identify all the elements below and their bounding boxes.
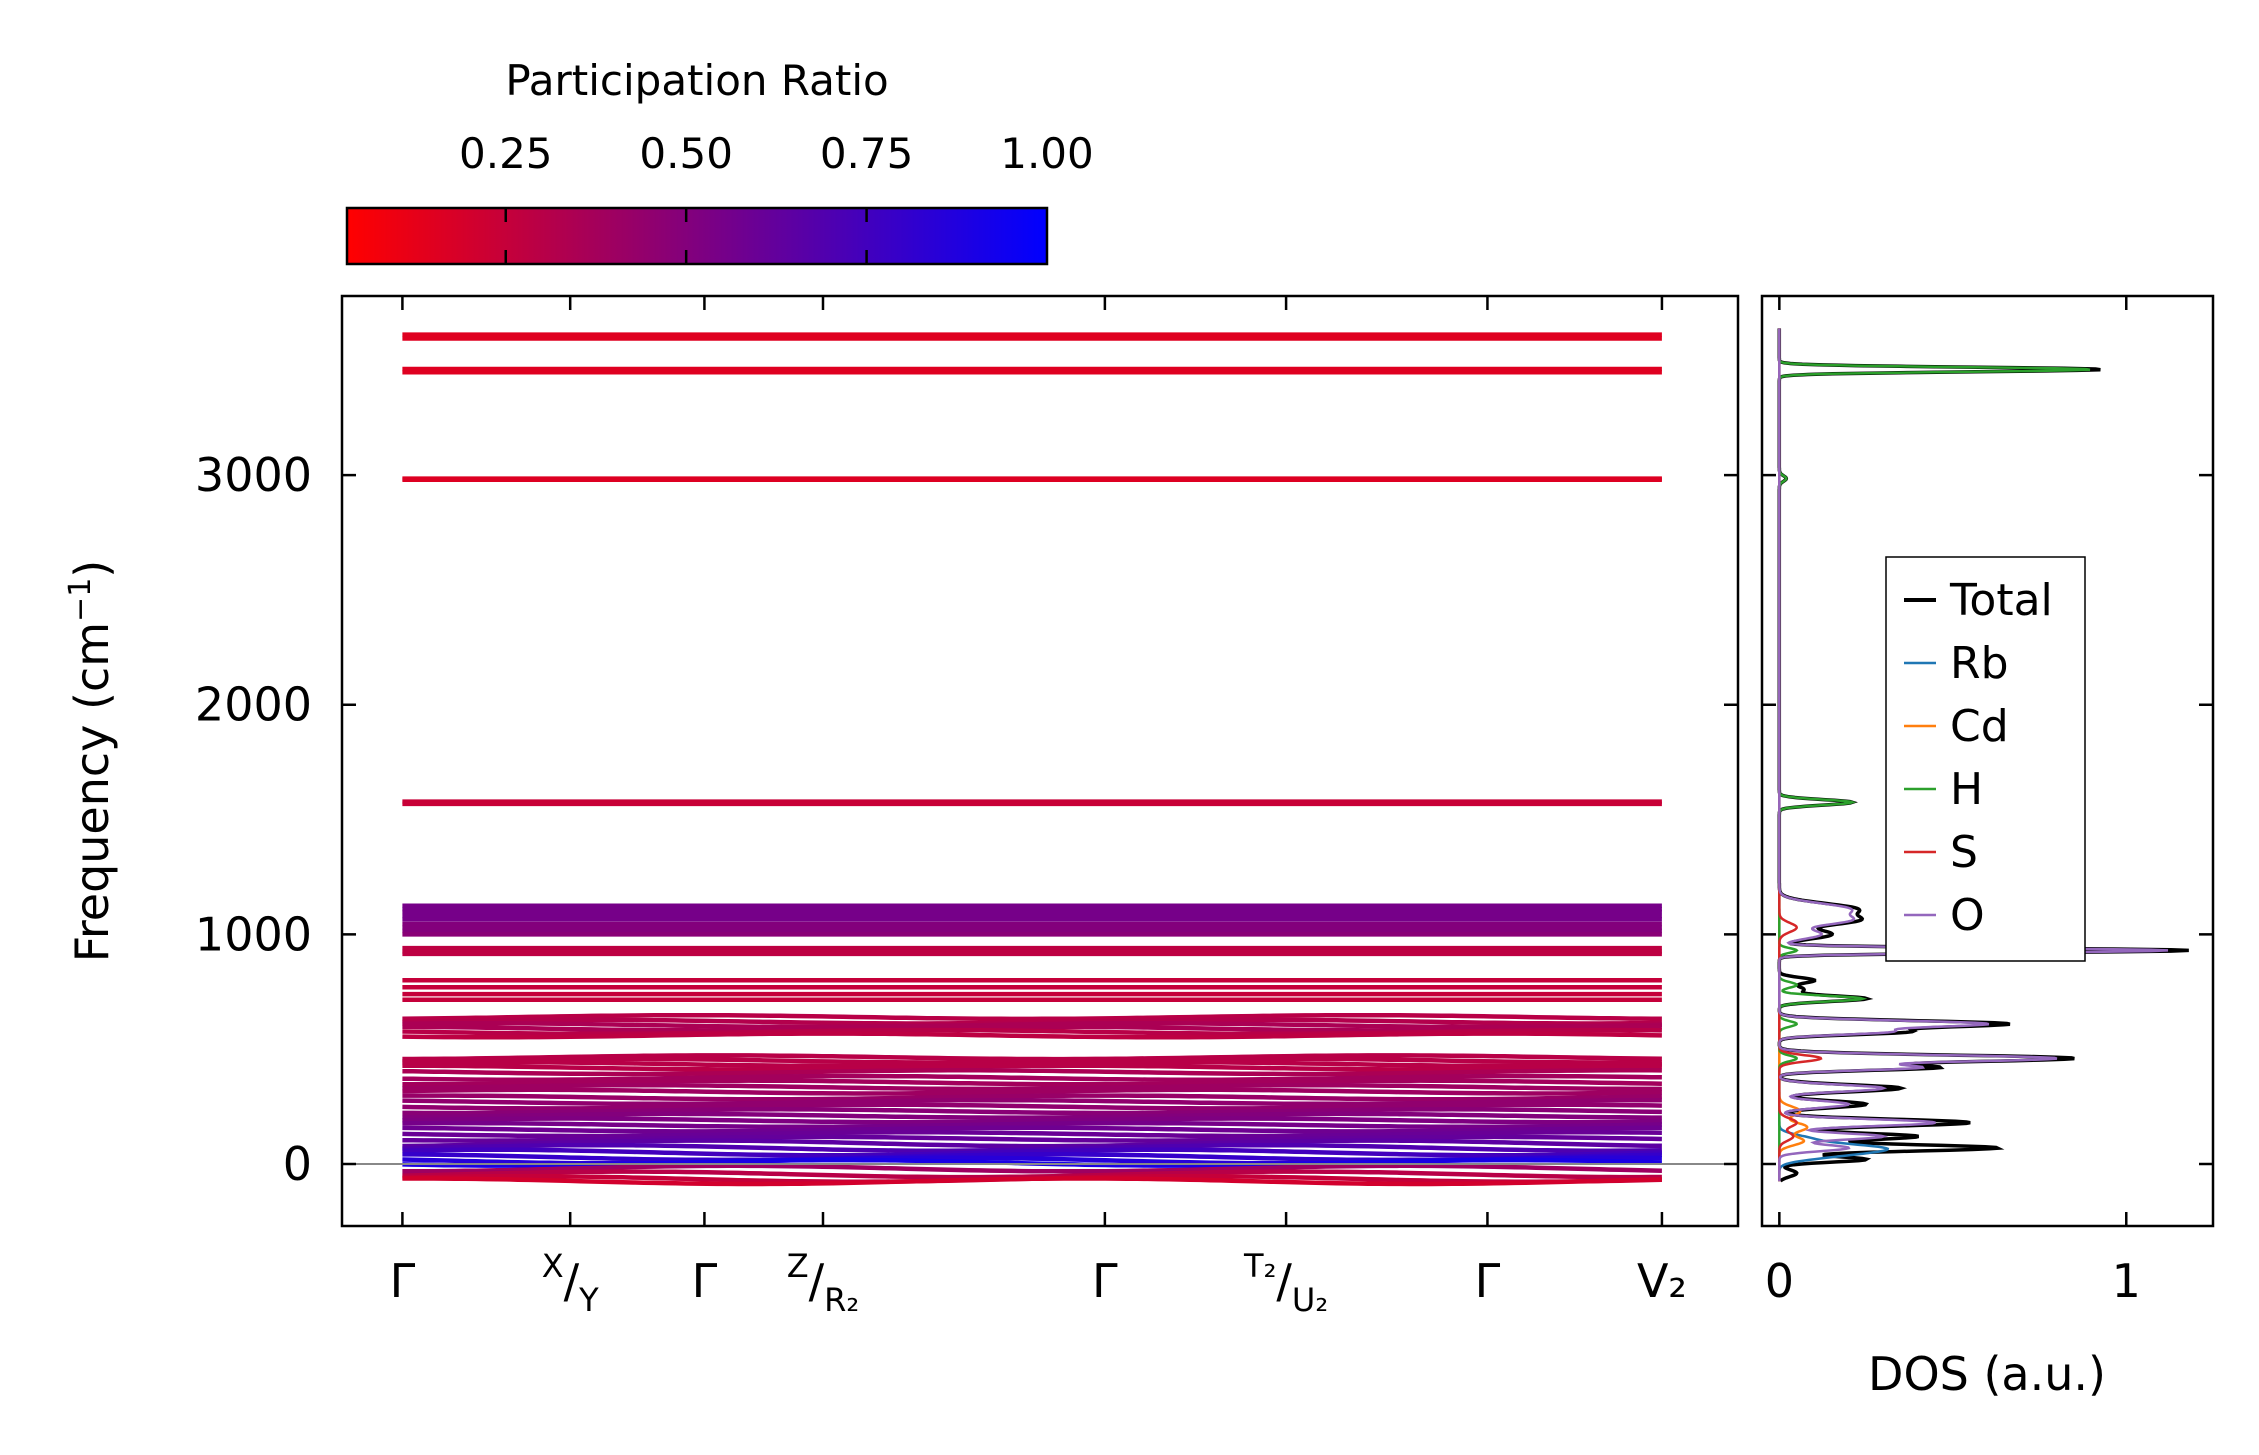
dos-axes-frame bbox=[1760, 294, 2215, 1228]
colorbar-gradient bbox=[345, 206, 1049, 266]
phonon-band bbox=[402, 1163, 1662, 1174]
phonon-band bbox=[402, 1097, 1662, 1107]
phonon-band bbox=[402, 1093, 1662, 1102]
legend-entry: Cd bbox=[1950, 701, 2009, 752]
phonon-band bbox=[402, 1130, 1662, 1139]
dos-x-axis-label: DOS (a.u.) bbox=[1868, 1347, 2106, 1401]
colorbar-tick-label: 0.75 bbox=[820, 129, 914, 178]
k-point-label: Γ bbox=[692, 1254, 718, 1308]
dos-curves bbox=[1777, 328, 2189, 1183]
phonon-band bbox=[402, 1012, 1662, 1022]
phonon-band bbox=[402, 1120, 1662, 1130]
dos-legend: Total Rb Cd HSO bbox=[1885, 556, 2086, 962]
dos-x-tick-label: 0 bbox=[1765, 1254, 1794, 1308]
colorbar-tick-label: 0.50 bbox=[639, 129, 733, 178]
phonon-band bbox=[402, 1111, 1662, 1120]
y-axis-label-close: ) bbox=[65, 560, 119, 578]
band-axes-frame bbox=[340, 294, 1740, 1228]
dos-curve-o bbox=[1778, 328, 2169, 1182]
y-axis-label-main: Frequency (cm bbox=[65, 622, 119, 962]
legend-frame bbox=[1885, 556, 2086, 962]
k-point-label: V₂ bbox=[1637, 1254, 1687, 1308]
y-axis-label: Frequency (cm−1) bbox=[63, 560, 119, 963]
phonon-band bbox=[402, 1053, 1662, 1062]
y-tick-label: 3000 bbox=[195, 448, 312, 502]
phonon-band bbox=[402, 1073, 1662, 1082]
phonon-band bbox=[402, 1138, 1662, 1149]
phonon-band bbox=[402, 1176, 1662, 1187]
phonon-band bbox=[402, 1107, 1662, 1116]
phonon-band bbox=[402, 1031, 1662, 1040]
y-tick-label: 1000 bbox=[195, 907, 312, 961]
phonon-band bbox=[402, 1125, 1662, 1134]
colorbar-title: Participation Ratio bbox=[505, 56, 888, 105]
colorbar-tick-label: 1.00 bbox=[1000, 129, 1094, 178]
dos-x-tick-label: 1 bbox=[2112, 1254, 2141, 1308]
y-tick-label: 2000 bbox=[195, 678, 312, 732]
band-structure-panel: 0 1000 2000 3000 Γ X/Y Γ Z/R₂ Γ T₂/U₂ Γ V₂ Frequen… bbox=[63, 294, 2213, 1319]
legend-entry: S bbox=[1950, 827, 1978, 878]
phonon-band bbox=[402, 1063, 1662, 1072]
legend-entry: H bbox=[1950, 764, 1983, 815]
colorbar-tick-labels: 0.25 0.50 0.75 1.00 bbox=[459, 129, 1094, 178]
phonon-band bbox=[402, 1087, 1662, 1096]
phonon-bands bbox=[402, 332, 1662, 1187]
k-point-label: Γ bbox=[1475, 1254, 1501, 1308]
k-point-label: Z/R₂ bbox=[787, 1247, 859, 1319]
colorbar: Participation Ratio 0.25 0.50 0.75 1.00 bbox=[345, 56, 1094, 266]
legend-entry: Total bbox=[1949, 575, 2053, 626]
phonon-band bbox=[402, 1116, 1662, 1125]
band-x-axis: Γ X/Y Γ Z/R₂ Γ T₂/U₂ Γ V₂ bbox=[390, 296, 1687, 1319]
phonon-band bbox=[402, 1082, 1662, 1092]
colorbar-tick-label: 0.25 bbox=[459, 129, 553, 178]
y-tick-label: 0 bbox=[283, 1137, 312, 1191]
k-point-label: Γ bbox=[1092, 1254, 1118, 1308]
k-point-label: X/Y bbox=[542, 1247, 599, 1319]
k-point-label: Γ bbox=[390, 1254, 416, 1308]
phonon-band bbox=[402, 1147, 1662, 1158]
phonon-band bbox=[402, 1102, 1662, 1111]
legend-entry: O bbox=[1950, 890, 1985, 941]
k-point-label: T₂/U₂ bbox=[1243, 1247, 1328, 1319]
band-y-axis: 0 1000 2000 3000 bbox=[195, 448, 2213, 1191]
y-axis-label-sup: −1 bbox=[63, 578, 98, 622]
phonon-band bbox=[402, 1068, 1662, 1077]
colorbar-ticks bbox=[504, 208, 868, 264]
phonon-band bbox=[402, 1078, 1662, 1087]
legend-entry: Rb bbox=[1950, 638, 2009, 689]
phonon-band bbox=[402, 1020, 1662, 1030]
